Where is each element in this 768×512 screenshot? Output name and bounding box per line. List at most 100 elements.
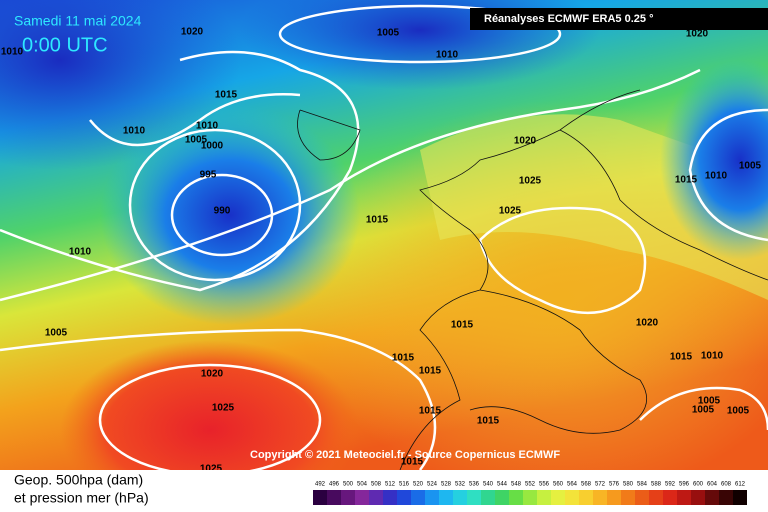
scale-label: 560 [553,482,564,488]
scale-swatch [733,490,747,505]
scale-swatch [607,490,621,505]
scale-label: 580 [623,482,634,488]
isobar-label: 1015 [451,320,474,331]
scale-swatch [327,490,341,505]
scale-swatch [509,490,523,505]
isobar-label: 1015 [419,406,442,417]
scale-label: 512 [385,482,396,488]
scale-swatch [495,490,509,505]
scale-label: 532 [455,482,466,488]
isobar-label: 1015 [670,352,693,363]
scale-label: 508 [371,482,382,488]
scale-label: 596 [679,482,690,488]
legend-line1: Geop. 500hpa (dam) [14,472,143,488]
scale-label: 528 [441,482,452,488]
scale-swatch [355,490,369,505]
isobar-label: 1025 [499,206,522,217]
isobar-label: 1015 [215,90,238,101]
isobar-label: 1020 [201,369,224,380]
isobar-label: 995 [200,170,217,181]
isobar-label: 1005 [698,396,721,407]
isobar-label: 1010 [705,171,728,182]
isobar-label: 1025 [212,403,235,414]
isobar-label: 1010 [436,50,459,61]
isobar-label: 1010 [123,126,146,137]
source-box [470,8,768,30]
scale-swatch [453,490,467,505]
isobar-label: 1005 [377,28,400,39]
scale-swatch [341,490,355,505]
scale-swatch [313,490,327,505]
scale-label: 600 [693,482,704,488]
scale-label: 536 [469,482,480,488]
isobar-label: 1010 [701,351,724,362]
isobar-label: 1015 [366,215,389,226]
scale-swatch [411,490,425,505]
scale-swatch [621,490,635,505]
scale-swatch [397,490,411,505]
isobar-label: 1015 [477,416,500,427]
scale-swatch [537,490,551,505]
scale-swatch [523,490,537,505]
scale-label: 544 [497,482,508,488]
legend-line2: et pression mer (hPa) [14,490,149,506]
isobar-label: 1015 [419,366,442,377]
scale-label: 524 [427,482,438,488]
isobar-label: 1005 [727,406,750,417]
time: 0:00 UTC [22,34,108,56]
scale-label: 564 [567,482,578,488]
isobar-label: 1015 [675,175,698,186]
scale-label: 516 [399,482,410,488]
isobar-label: 1005 [692,405,715,416]
scale-label: 588 [651,482,662,488]
title: Samedi 11 mai 2024 [14,13,142,29]
scale-swatch [649,490,663,505]
isobar-label: 1025 [519,176,542,187]
color-scale: 492 496 500 504 508 512 516 520 524 528 532 536 540 5… [313,482,747,505]
scale-label: 500 [343,482,354,488]
scale-swatch [677,490,691,505]
scale-swatch [579,490,593,505]
scale-label: 548 [511,482,522,488]
scale-swatch [369,490,383,505]
scale-swatch [425,490,439,505]
scale-swatch [593,490,607,505]
scale-label: 520 [413,482,424,488]
isobar-label: 1005 [45,328,68,339]
scale-swatch [663,490,677,505]
scale-swatch [439,490,453,505]
isobar-label: 1010 [1,47,24,58]
scale-swatch [691,490,705,505]
isobar-label: 1020 [686,29,709,40]
scale-swatch [719,490,733,505]
isobar-label: 1015 [392,353,415,364]
isobar-label: 990 [214,206,231,217]
scale-swatch [551,490,565,505]
scale-swatch [705,490,719,505]
coastlines [297,89,768,471]
scale-label: 556 [539,482,550,488]
scale-label: 496 [329,482,340,488]
scale-label: 552 [525,482,536,488]
isobar-label: 1020 [181,27,204,38]
scale-label: 584 [637,482,648,488]
isobar-label: 1010 [196,121,219,132]
scale-label: 576 [609,482,620,488]
scale-swatch [481,490,495,505]
isobar-label: 1005 [185,135,208,146]
scale-swatch [467,490,481,505]
scale-label: 608 [721,482,732,488]
isobar-label: 1020 [514,136,537,147]
scale-label: 540 [483,482,494,488]
scale-swatch [383,490,397,505]
isobar-label: 1005 [739,161,762,172]
scale-label: 592 [665,482,676,488]
scale-label: 604 [707,482,718,488]
scale-label: 492 [315,482,326,488]
scale-swatch [565,490,579,505]
scale-label: 572 [595,482,606,488]
source: Réanalyses ECMWF ERA5 0.25 ° [484,13,653,25]
isobar-label: 1020 [636,318,659,329]
